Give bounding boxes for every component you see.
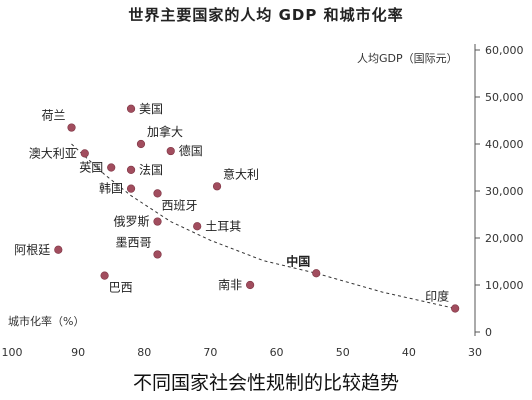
data-point xyxy=(126,165,136,174)
data-point xyxy=(136,139,146,149)
x-tick-label: 30 xyxy=(468,346,482,359)
y-tick-label: 0 xyxy=(485,326,492,339)
point-label: 加拿大 xyxy=(147,124,183,139)
y-tick-label: 60,000 xyxy=(485,44,524,57)
point-label: 土耳其 xyxy=(205,219,241,233)
point-label: 澳大利亚 xyxy=(29,146,77,160)
point-label: 德国 xyxy=(179,143,203,158)
data-point xyxy=(100,271,109,280)
x-tick-label: 70 xyxy=(203,346,217,359)
x-tick-label: 50 xyxy=(336,346,350,359)
point-label: 英国 xyxy=(79,161,103,175)
y-tick-label: 40,000 xyxy=(485,138,524,151)
point-label: 俄罗斯 xyxy=(113,215,149,229)
point-label: 南非 xyxy=(218,277,242,292)
y-tick-label: 30,000 xyxy=(485,185,524,198)
data-point xyxy=(67,123,76,132)
point-label: 法国 xyxy=(139,163,163,177)
point-label: 印度 xyxy=(425,289,449,304)
x-tick-label: 90 xyxy=(71,346,85,359)
y-tick-label: 50,000 xyxy=(485,91,524,104)
x-tick-label: 40 xyxy=(402,346,416,359)
y-axis-label: 人均GDP（国际元） xyxy=(357,52,458,65)
x-tick-label: 60 xyxy=(270,346,284,359)
data-point xyxy=(193,222,202,231)
point-label: 墨西哥 xyxy=(115,235,151,249)
point-label: 韩国 xyxy=(99,181,123,196)
y-tick-label: 20,000 xyxy=(485,232,524,245)
x-tick-label: 80 xyxy=(137,346,151,359)
point-label: 巴西 xyxy=(109,281,133,295)
data-point xyxy=(153,189,162,198)
trend-line xyxy=(71,143,456,309)
point-label: 荷兰 xyxy=(42,109,66,123)
point-label: 美国 xyxy=(139,102,163,116)
point-label: 中国 xyxy=(286,253,310,268)
data-point xyxy=(451,304,460,313)
data-point xyxy=(107,163,116,172)
chart-caption: 不同国家社会性规制的比较趋势 xyxy=(132,372,399,394)
data-point xyxy=(126,184,136,193)
data-point xyxy=(212,182,222,191)
data-point xyxy=(153,250,162,259)
data-point xyxy=(80,149,89,158)
data-point xyxy=(153,217,162,226)
x-axis-label: 城市化率（%） xyxy=(8,315,85,328)
point-label: 西班牙 xyxy=(162,198,198,212)
y-tick-label: 10,000 xyxy=(485,279,524,292)
chart-title: 世界主要国家的人均 GDP 和城市化率 xyxy=(128,6,404,24)
x-tick-label: 100 xyxy=(2,346,23,359)
point-label: 阿根廷 xyxy=(14,243,50,257)
point-label: 意大利 xyxy=(223,166,259,181)
data-point xyxy=(312,269,321,278)
data-point xyxy=(54,245,63,254)
data-point xyxy=(166,146,175,156)
data-point xyxy=(246,280,255,290)
data-point xyxy=(126,104,136,113)
